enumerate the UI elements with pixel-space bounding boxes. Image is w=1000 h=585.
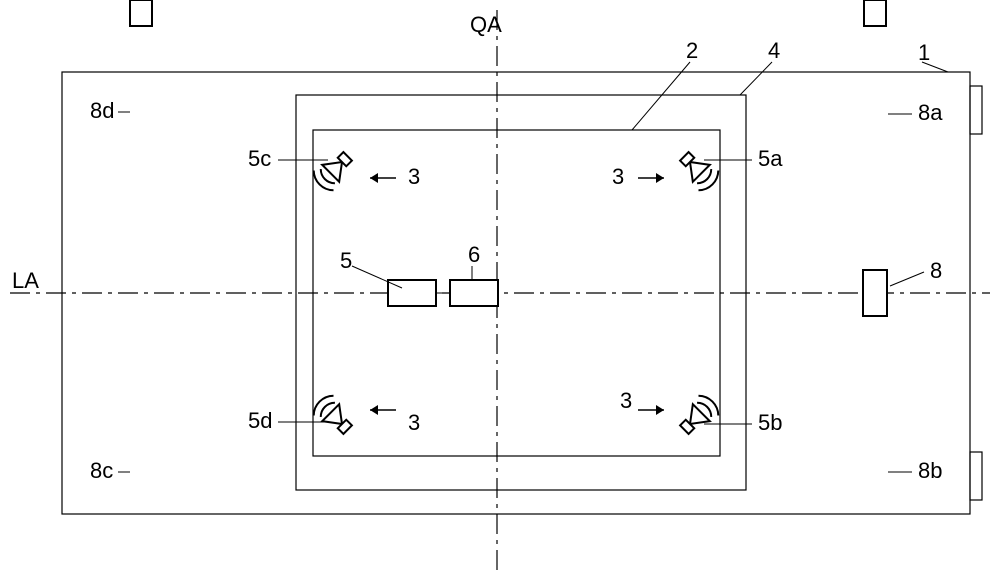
label-3tr: 3	[612, 164, 624, 189]
edge-tab-1	[970, 452, 982, 500]
node-right-bot	[864, 0, 886, 26]
block-5	[388, 280, 436, 306]
label-5: 5	[340, 248, 352, 273]
arrow-a3_bl	[370, 405, 396, 415]
node-right-center	[863, 270, 887, 316]
label-8d: 8d	[90, 98, 114, 123]
label-3bl: 3	[620, 388, 632, 413]
speaker-5b-icon	[674, 392, 722, 440]
label-8a: 8a	[918, 100, 943, 125]
label-5c: 5c	[248, 146, 271, 171]
node-left-bot	[130, 0, 152, 26]
label-5d: 5d	[248, 408, 272, 433]
arrow-a3_tr	[638, 173, 664, 183]
speaker-5c-icon	[310, 146, 358, 194]
label-8: 8	[930, 258, 942, 283]
label-6: 6	[468, 242, 480, 267]
speaker-5a-icon	[674, 146, 722, 194]
arrow-a3_br	[638, 405, 664, 415]
label-5b: 5b	[758, 410, 782, 435]
arrow-a3_tl	[370, 173, 396, 183]
diagram-canvas: QA LA 1 2 4 5 6 8 8a 8b 8d 8c 5a 5b 5c 5d 3 3 3 3	[0, 0, 1000, 585]
label-8c: 8c	[90, 458, 113, 483]
block-6	[450, 280, 498, 306]
label-la: LA	[12, 268, 39, 293]
label-3tl: 3	[408, 164, 420, 189]
label-5a: 5a	[758, 146, 783, 171]
speaker-5d-icon	[310, 392, 358, 440]
label-3br: 3	[408, 410, 420, 435]
label-4: 4	[768, 38, 780, 63]
label-1: 1	[918, 40, 930, 65]
label-2: 2	[686, 38, 698, 63]
label-8b: 8b	[918, 458, 942, 483]
edge-tab-0	[970, 86, 982, 134]
label-qa: QA	[470, 12, 502, 37]
leader-l5	[352, 266, 402, 288]
leader-l4	[740, 62, 772, 95]
leader-l8	[890, 272, 924, 286]
